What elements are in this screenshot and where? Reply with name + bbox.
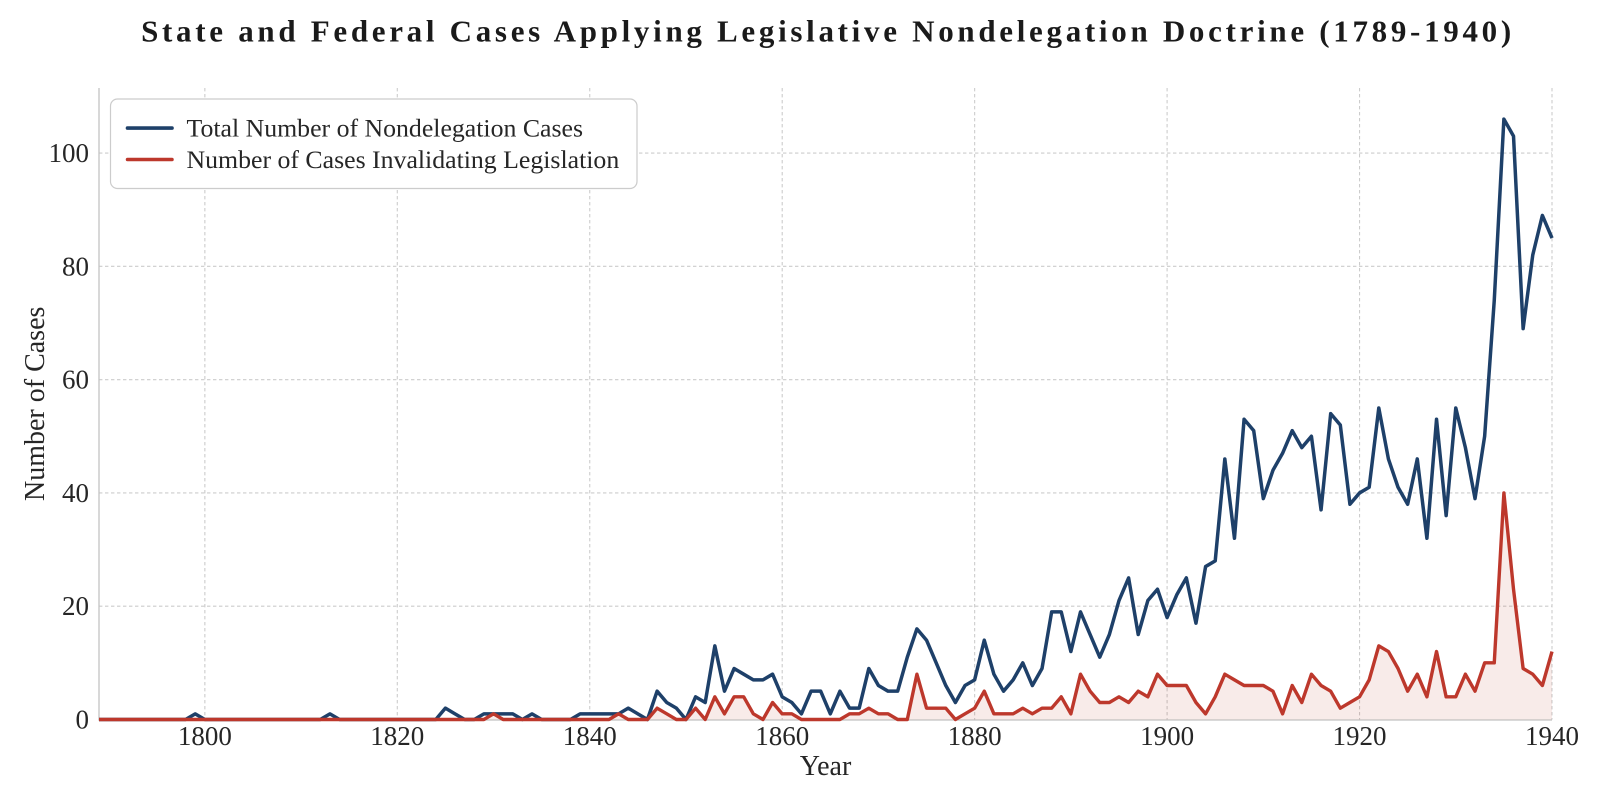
svg-text:1940: 1940 [1525, 721, 1579, 751]
svg-text:1860: 1860 [755, 721, 809, 751]
svg-text:80: 80 [62, 251, 89, 281]
svg-text:1820: 1820 [370, 721, 424, 751]
svg-text:State and Federal Cases Applyi: State and Federal Cases Applying Legisla… [141, 14, 1515, 49]
svg-text:40: 40 [62, 478, 89, 508]
svg-text:Year: Year [800, 751, 852, 782]
svg-text:Total Number of Nondelegation: Total Number of Nondelegation Cases [187, 113, 584, 142]
svg-text:20: 20 [62, 591, 89, 621]
svg-text:100: 100 [49, 138, 90, 168]
svg-text:0: 0 [76, 704, 90, 734]
svg-text:60: 60 [62, 365, 89, 395]
svg-text:1800: 1800 [178, 721, 232, 751]
svg-text:Number of Cases Invalidating L: Number of Cases Invalidating Legislation [187, 145, 620, 174]
svg-text:1900: 1900 [1140, 721, 1194, 751]
svg-text:Number of Cases: Number of Cases [20, 307, 51, 501]
svg-text:1880: 1880 [948, 721, 1002, 751]
svg-text:1920: 1920 [1333, 721, 1387, 751]
svg-text:1840: 1840 [563, 721, 617, 751]
